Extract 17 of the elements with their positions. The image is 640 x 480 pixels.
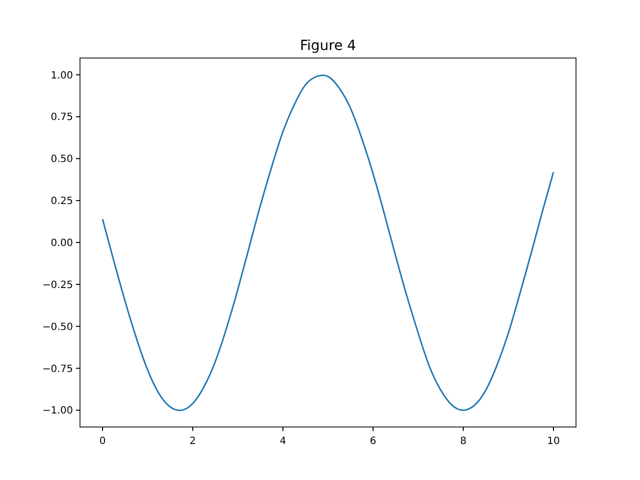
y-tick-label: 0.50 xyxy=(50,154,73,166)
y-tick-label: 0.75 xyxy=(50,112,73,124)
x-tick-label: 4 xyxy=(280,436,286,447)
y-tick-label: 1.00 xyxy=(50,70,73,82)
x-tick-label: 0 xyxy=(99,436,106,447)
y-tick-label: −0.25 xyxy=(42,280,73,291)
x-tick-label: 2 xyxy=(190,436,196,447)
y-tick-label: −1.00 xyxy=(42,406,73,417)
x-tick-label: 6 xyxy=(370,436,376,447)
y-tick-label: 0.25 xyxy=(50,196,73,208)
chart-title: Figure 4 xyxy=(300,38,356,54)
x-tick-label: 10 xyxy=(547,436,560,447)
line-series xyxy=(102,75,554,411)
x-tick-label: 8 xyxy=(460,436,466,447)
y-tick-label: −0.75 xyxy=(42,364,73,375)
y-tick-label: 0.00 xyxy=(50,238,73,249)
y-tick-label: −0.50 xyxy=(42,322,73,333)
